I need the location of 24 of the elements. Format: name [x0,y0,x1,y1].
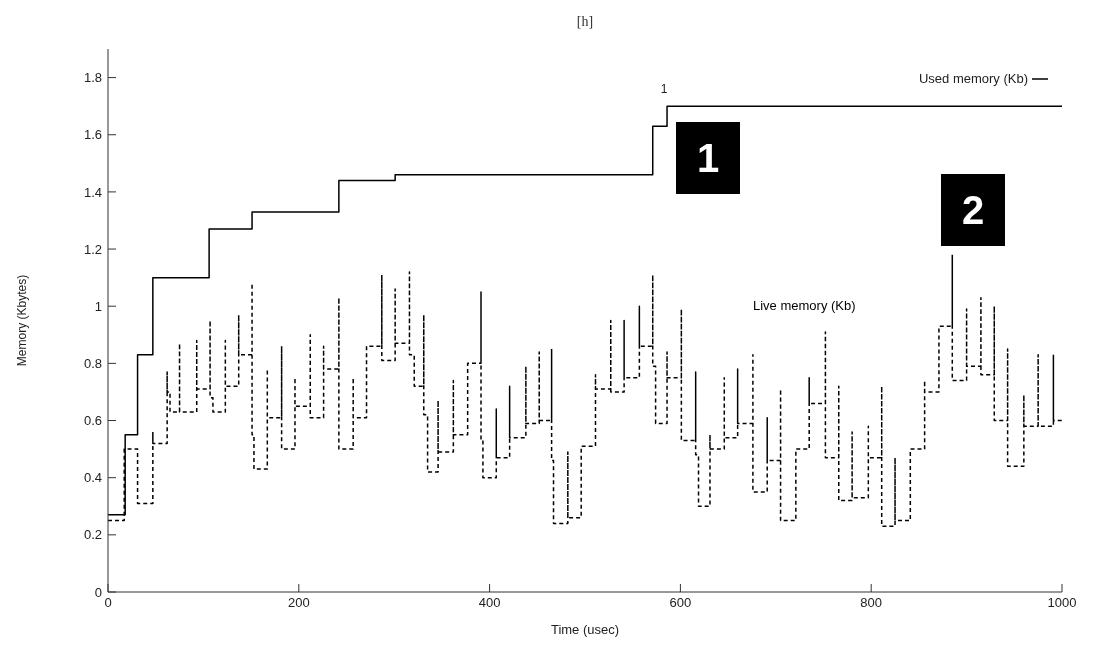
y-axis-title: Memory (Kbytes) [15,274,30,367]
x-tick-label: 400 [478,595,501,611]
y-tick-label: 0.6 [83,413,102,429]
x-axis-title: Time (usec) [550,622,620,637]
y-tick-label: 0.8 [83,355,102,371]
x-tick-label: 200 [287,595,310,611]
x-tick-label: 800 [860,595,883,611]
y-tick-label: 0 [94,584,102,600]
y-tick-label: 1.4 [83,184,102,200]
y-tick-label: 1.8 [83,70,102,86]
x-tick-label: 1000 [1047,595,1077,611]
x-tick-label: 0 [104,595,112,611]
chart-title: [h] [575,14,595,30]
y-tick-label: 1 [94,298,102,314]
y-tick-label: 0.2 [83,527,102,543]
text: Live memory (Kb) [753,298,856,313]
y-tick-label: 1.2 [83,241,102,257]
y-tick-label: 1.6 [83,127,102,143]
x-tick-label: 600 [669,595,692,611]
legend-label: Used memory (Kb) [918,71,1028,86]
annotation: 1 [659,82,669,97]
annotation: 2 [941,174,1005,246]
y-tick-label: 0.4 [83,470,102,486]
annotation: 1 [676,122,740,194]
